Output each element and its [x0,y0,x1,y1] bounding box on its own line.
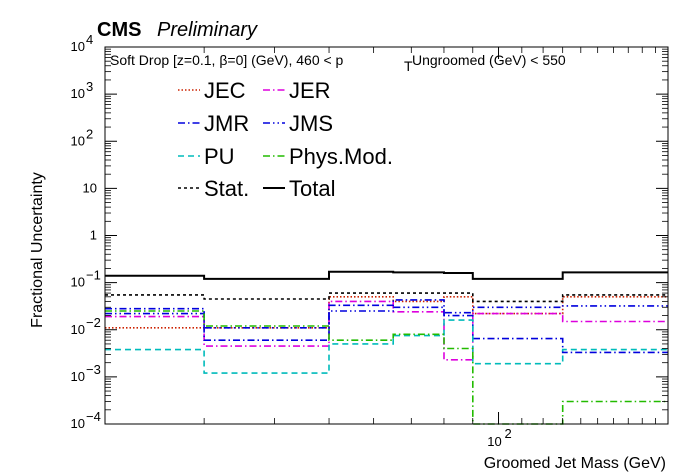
y-tick-exponent: −4 [86,409,101,424]
selection-label: Soft Drop [z=0.1, β=0] (GeV), 460 < p [110,52,344,68]
y-tick-exponent: −2 [86,315,101,330]
legend: JEC JER JMR JMS PU Phys.Mod. Stat. Total [178,78,393,201]
series-pu [105,319,668,374]
y-tick-exponent: 2 [86,126,93,141]
series-jms [105,305,668,329]
legend-label-pu: PU [204,144,235,169]
selection-tail: Ungroomed (GeV) < 550 [412,52,566,68]
x-axis-title: Groomed Jet Mass (GeV) [484,455,666,472]
x-tick-exponent: 2 [505,426,512,441]
y-tick-exponent: 3 [86,79,93,94]
series-stat [105,292,668,303]
y-tick-label: 10 [71,416,85,431]
series-layer [105,270,668,425]
y-tick-label: 10 [71,133,85,148]
legend-label-total: Total [289,176,335,201]
experiment-label: CMS [97,19,141,41]
legend-label-phys-mod: Phys.Mod. [289,144,393,169]
y-tick-label: 10 [71,39,85,54]
y-tick-label: 1 [90,228,97,243]
series-total [105,270,668,280]
y-tick-label: 10 [83,180,97,195]
series-jer [105,300,668,361]
y-tick-exponent: −1 [86,268,101,283]
legend-label-jmr: JMR [204,111,249,136]
y-tick-label: 10 [71,322,85,337]
selection-subscript: T [404,58,413,74]
y-tick-label: 10 [71,369,85,384]
legend-label-jec: JEC [204,78,246,103]
x-tick-label: 10 [487,434,501,449]
y-tick-label: 10 [71,86,85,101]
legend-label-jer: JER [289,78,331,103]
y-tick-exponent: −3 [86,362,101,377]
legend-label-stat: Stat. [204,176,249,201]
y-tick-exponent: 4 [86,32,93,47]
status-label: Preliminary [157,19,258,41]
y-tick-label: 10 [71,275,85,290]
legend-label-jms: JMS [289,111,333,136]
series-jmr [105,299,668,354]
y-axis-title: Fractional Uncertainty [29,172,46,328]
